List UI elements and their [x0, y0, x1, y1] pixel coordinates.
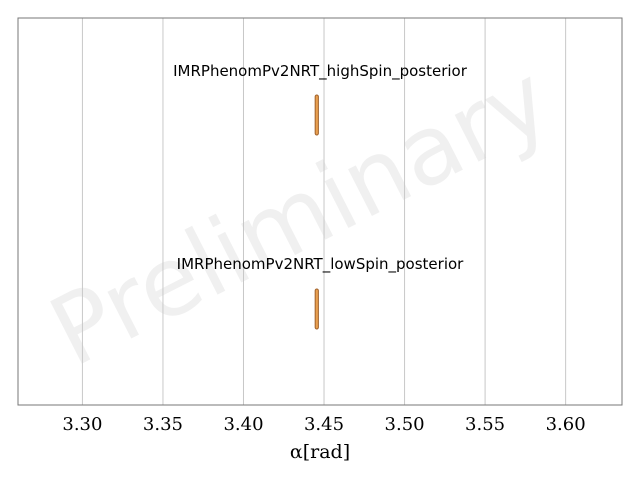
violin-mark — [314, 288, 319, 330]
series-label: IMRPhenomPv2NRT_lowSpin_posterior — [177, 255, 465, 274]
series-label: IMRPhenomPv2NRT_highSpin_posterior — [173, 62, 468, 81]
x-axis-label: α[rad] — [290, 441, 350, 463]
x-tick-label: 3.35 — [143, 414, 183, 435]
x-tick-label: 3.40 — [223, 414, 263, 435]
x-tick-label: 3.45 — [304, 414, 344, 435]
x-tick-label: 3.55 — [465, 414, 505, 435]
x-tick-label: 3.50 — [385, 414, 425, 435]
violin-mark — [314, 94, 319, 136]
x-tick-label: 3.60 — [546, 414, 586, 435]
grid-lines — [81, 18, 567, 405]
plot-frame — [17, 17, 623, 406]
x-tick-labels: 3.30 3.35 3.40 3.45 3.50 3.55 3.60 — [62, 414, 585, 435]
watermark: Preliminary — [33, 43, 567, 389]
x-tick-label: 3.30 — [62, 414, 102, 435]
series-layer: IMRPhenomPv2NRT_highSpin_posterior IMRPhe… — [173, 62, 468, 330]
